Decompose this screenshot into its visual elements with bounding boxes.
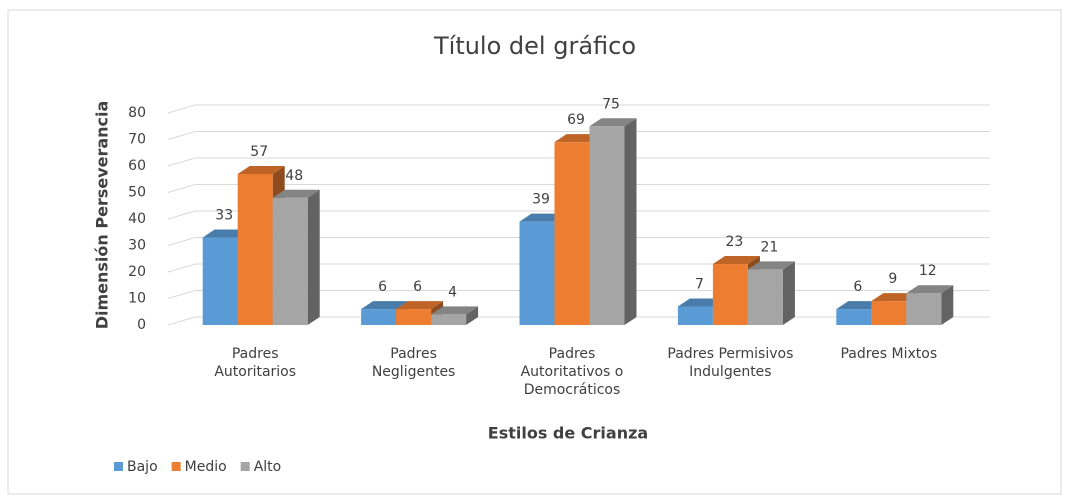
bar [589,126,625,325]
bar-top [747,261,795,270]
bar [361,309,397,325]
data-label: 9 [888,271,897,287]
data-label: 7 [695,276,704,292]
data-label: 12 [919,263,937,279]
data-label: 21 [760,239,778,255]
legend-swatch [240,462,250,471]
bar-side [941,285,954,325]
grid-line [167,210,990,220]
data-label: 57 [250,144,268,160]
bar [272,197,308,325]
data-label: 33 [215,208,233,224]
bar-side [466,306,479,325]
x-tick-label: Padres Autoritativos o Democráticos [520,346,624,398]
bar [554,142,590,325]
bar [906,293,942,325]
data-label: 69 [567,112,585,128]
chart-title: Título del gráfico [433,32,636,60]
legend-swatch [171,462,181,471]
y-tick-label: 30 [128,238,146,254]
y-axis-title: Dimensión Perseverancia [93,101,112,330]
legend-label: Medio [185,459,227,475]
grid-line [167,104,990,114]
x-tick-label: Padres Permisivos Indulgentes [667,346,794,380]
y-tick-label: 40 [128,211,146,227]
y-tick-label: 70 [128,132,146,148]
bar-side [307,189,320,325]
y-tick-label: 10 [128,291,146,307]
grid-line [167,157,990,167]
bar-top [237,165,285,174]
data-label: 48 [285,168,303,184]
bar [836,309,872,325]
bar [202,237,238,325]
grid-line [167,131,990,140]
data-label: 4 [448,284,457,300]
bar-top [906,285,954,294]
bar [431,314,467,325]
x-tick-label: Padres Negligentes [371,346,456,380]
bar [747,269,783,325]
bar [396,309,432,325]
legend-label: Bajo [127,459,158,475]
x-tick-label: Padres Autoritarios [214,346,297,380]
x-tick-label: Padres Mixtos [840,346,938,362]
data-label: 39 [532,192,550,208]
grid-line [167,237,990,246]
data-label: 75 [602,96,620,112]
bar [237,173,273,325]
bar-top [712,256,760,265]
bar-side [624,118,637,325]
bar-top [361,301,409,310]
bar [519,221,555,325]
data-label: 6 [378,279,387,295]
bar-top [396,301,444,310]
y-tick-label: 20 [128,264,146,280]
legend-swatch [114,462,123,471]
bar [712,264,748,325]
x-axis-title: Estilos de Crianza [488,424,648,443]
data-label: 6 [853,279,862,295]
bar-top [272,189,320,198]
y-tick-label: 50 [128,185,146,201]
bar [677,306,713,325]
y-tick-label: 80 [128,105,146,121]
data-label: 23 [725,234,743,250]
y-tick-label: 0 [137,317,146,333]
bar-side [782,261,795,325]
bar [871,301,907,325]
grid-line [167,184,990,193]
data-label: 6 [413,279,422,295]
bar-top [589,118,637,127]
y-tick-label: 60 [128,158,146,174]
bar-top [431,306,479,315]
legend-label: Alto [254,459,282,475]
